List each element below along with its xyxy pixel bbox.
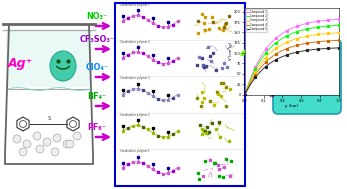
Text: PF₆⁻: PF₆⁻	[87, 123, 107, 132]
Polygon shape	[6, 30, 92, 87]
Circle shape	[286, 46, 296, 57]
Text: Coordination polymer 1: Coordination polymer 1	[120, 149, 150, 153]
Text: Coordination polymer 4: Coordination polymer 4	[120, 40, 150, 44]
Circle shape	[302, 36, 313, 46]
Circle shape	[66, 140, 74, 148]
Text: S: S	[47, 116, 51, 121]
Circle shape	[308, 23, 320, 35]
Circle shape	[13, 135, 21, 143]
Circle shape	[33, 132, 41, 140]
Text: Coordination polymer 5: Coordination polymer 5	[120, 3, 150, 7]
Circle shape	[43, 138, 51, 146]
Circle shape	[63, 140, 71, 148]
Circle shape	[313, 32, 323, 43]
Legend: Compound 1, Compound 2, Compound 3, Compound 4, Compound 5: Compound 1, Compound 2, Compound 3, Comp…	[246, 9, 267, 32]
Text: CF₃SO₃⁻: CF₃SO₃⁻	[79, 35, 115, 44]
Text: BF₄⁻: BF₄⁻	[87, 92, 107, 101]
Polygon shape	[299, 35, 315, 47]
Text: Coordination polymer 2: Coordination polymer 2	[120, 113, 150, 117]
Circle shape	[51, 148, 59, 156]
Ellipse shape	[50, 51, 76, 81]
X-axis label: p (bar): p (bar)	[285, 104, 298, 108]
Circle shape	[296, 50, 307, 60]
Text: Coordination polymer 3: Coordination polymer 3	[120, 76, 150, 80]
Text: ClO₄⁻: ClO₄⁻	[85, 63, 109, 72]
Circle shape	[308, 46, 320, 57]
Circle shape	[288, 57, 299, 68]
Circle shape	[299, 64, 311, 74]
Text: NO₃⁻: NO₃⁻	[86, 12, 108, 21]
Circle shape	[36, 145, 44, 153]
Y-axis label: V (cm³/g): V (cm³/g)	[228, 42, 233, 60]
Circle shape	[318, 53, 329, 64]
Circle shape	[289, 33, 301, 44]
Text: Gas Uptake: Gas Uptake	[252, 44, 277, 98]
Bar	[115, 3, 245, 186]
Circle shape	[73, 132, 81, 140]
Circle shape	[23, 140, 31, 148]
Circle shape	[295, 22, 305, 33]
Circle shape	[19, 148, 27, 156]
Text: Ag⁺: Ag⁺	[7, 57, 33, 70]
Circle shape	[313, 57, 323, 67]
FancyBboxPatch shape	[273, 39, 341, 114]
Circle shape	[53, 134, 61, 142]
